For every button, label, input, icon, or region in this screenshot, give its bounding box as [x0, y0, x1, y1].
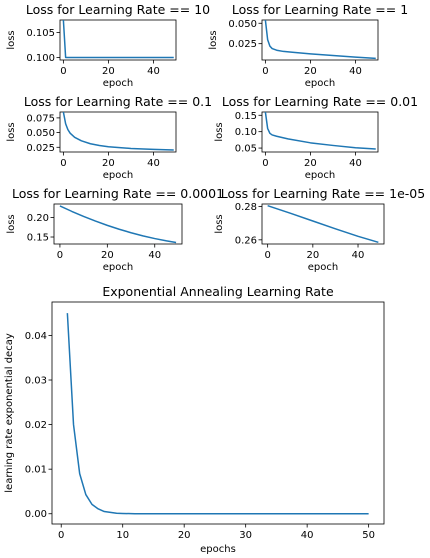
x-tick-label: 20 — [101, 250, 114, 261]
y-tick-label: 0.105 — [26, 28, 55, 39]
x-tick-label: 40 — [147, 66, 160, 77]
axes-frame — [261, 203, 385, 245]
x-axis-label: epoch — [305, 78, 335, 89]
y-tick-label: 0.15 — [235, 111, 257, 122]
chart-2: Loss for Learning Rate == 0.1 0 20 40 0.025 0… — [6, 94, 212, 181]
y-axis-label: loss — [6, 30, 17, 49]
y-axis-label: loss — [214, 122, 225, 141]
x-axis-label: epoch — [308, 262, 338, 273]
x-tick-label: 30 — [239, 530, 252, 541]
axes-frame — [53, 203, 183, 245]
chart-title: Loss for Learning Rate == 0.0001 — [12, 186, 224, 201]
x-tick-label: 0 — [58, 530, 64, 541]
x-tick-label: 40 — [148, 250, 161, 261]
y-tick-label: 0.050 — [26, 128, 55, 139]
y-axis-label: loss — [6, 122, 17, 141]
chart-title: Loss for Learning Rate == 0.01 — [222, 94, 418, 109]
y-axis-label: loss — [6, 214, 17, 233]
x-tick-label: 0 — [262, 66, 268, 77]
chart-title: Loss for Learning Rate == 10 — [26, 2, 210, 17]
chart-title: Loss for Learning Rate == 0.1 — [24, 94, 212, 109]
x-tick-label: 50 — [362, 530, 375, 541]
y-tick-label: 0.050 — [228, 19, 257, 30]
y-axis-label: loss — [208, 30, 219, 49]
x-axis-label: epoch — [305, 170, 335, 181]
axes-frame — [59, 111, 177, 153]
series-line — [62, 112, 174, 151]
y-tick-label: 0.05 — [235, 144, 257, 155]
x-tick-label: 20 — [178, 530, 191, 541]
x-axis-label: epoch — [103, 262, 133, 273]
series-line — [59, 205, 177, 244]
y-tick-label: 0.28 — [235, 202, 257, 213]
y-tick-label: 0.075 — [26, 113, 55, 124]
y-tick-label: 0.02 — [25, 420, 47, 431]
chart-1: Loss for Learning Rate == 1 0 20 40 0.025 0.0… — [208, 2, 408, 89]
y-tick-label: 0.26 — [235, 235, 257, 246]
axes-frame — [261, 19, 379, 61]
chart-title: Loss for Learning Rate == 1 — [232, 2, 408, 17]
x-tick-label: 40 — [147, 158, 160, 169]
axes-frame — [51, 301, 385, 525]
y-tick-label: 0.03 — [25, 376, 47, 387]
series-line — [66, 313, 369, 515]
x-tick-label: 40 — [301, 530, 314, 541]
x-tick-label: 0 — [60, 158, 66, 169]
series-line — [62, 20, 174, 59]
x-tick-label: 40 — [349, 158, 362, 169]
y-axis-label: loss — [214, 214, 225, 233]
chart-6: Exponential Annealing Learning Rate 0 10 20… — [4, 284, 385, 555]
chart-0: Loss for Learning Rate == 10 0 20 40 0.100 0.… — [6, 2, 210, 89]
chart-title: Exponential Annealing Learning Rate — [102, 284, 334, 299]
series-line — [264, 112, 376, 150]
axes-frame — [59, 19, 177, 61]
y-tick-label: 0.20 — [27, 213, 49, 224]
x-tick-label: 0 — [262, 158, 268, 169]
x-tick-label: 20 — [306, 250, 319, 261]
x-tick-label: 20 — [304, 158, 317, 169]
y-tick-label: 0.04 — [25, 331, 47, 342]
x-tick-label: 10 — [116, 530, 129, 541]
x-tick-label: 0 — [60, 66, 66, 77]
y-tick-label: 0.00 — [25, 509, 47, 520]
y-tick-label: 0.100 — [26, 53, 55, 64]
x-tick-label: 20 — [304, 66, 317, 77]
x-tick-label: 0 — [57, 250, 63, 261]
x-tick-label: 0 — [264, 250, 270, 261]
y-tick-label: 0.15 — [27, 233, 49, 244]
x-tick-label: 20 — [102, 158, 115, 169]
x-tick-label: 40 — [352, 250, 365, 261]
y-tick-label: 0.025 — [228, 39, 257, 50]
x-tick-label: 20 — [102, 66, 115, 77]
y-tick-label: 0.10 — [235, 127, 257, 138]
y-axis-label: learning rate exponential decay — [4, 333, 15, 493]
x-axis-label: epoch — [103, 78, 133, 89]
y-tick-label: 0.025 — [26, 143, 55, 154]
x-tick-label: 40 — [349, 66, 362, 77]
series-line — [264, 20, 376, 60]
x-axis-label: epoch — [103, 170, 133, 181]
chart-4: Loss for Learning Rate == 0.0001 0 20 40 0.1… — [6, 186, 224, 273]
chart-3: Loss for Learning Rate == 0.01 0 20 40 0.05 0… — [214, 94, 418, 181]
x-axis-label: epochs — [200, 544, 236, 555]
series-line — [267, 204, 379, 244]
axes-frame — [261, 111, 379, 153]
chart-title: Loss for Learning Rate == 1e-05 — [221, 186, 425, 201]
chart-5: Loss for Learning Rate == 1e-05 0 20 40 0.26… — [214, 186, 425, 273]
y-tick-label: 0.01 — [25, 465, 47, 476]
